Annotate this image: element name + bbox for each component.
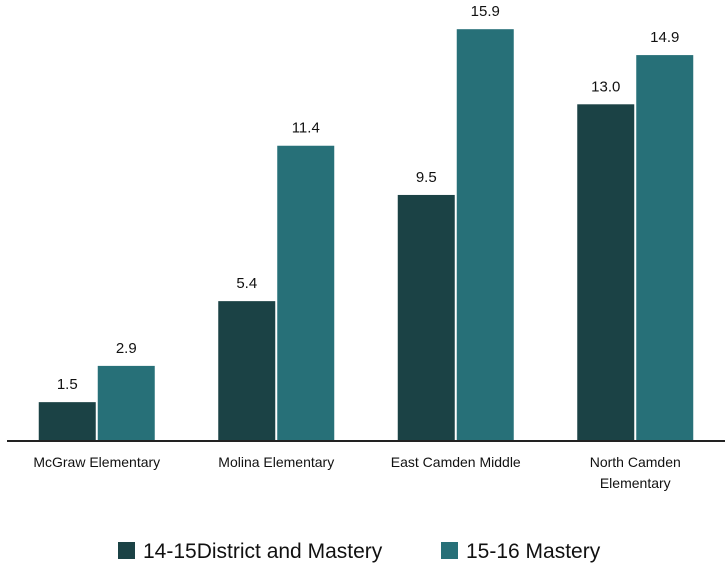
bar	[636, 55, 694, 442]
data-label: 14.9	[650, 29, 679, 46]
legend-label: 14-15District and Mastery	[143, 540, 383, 563]
data-label: 5.4	[236, 275, 257, 292]
data-label: 13.0	[591, 78, 620, 95]
data-label: 1.5	[57, 376, 78, 393]
bar	[277, 145, 335, 442]
bar	[397, 194, 455, 441]
bar	[456, 29, 514, 441]
x-tick-label: Elementary	[600, 475, 671, 491]
bar	[97, 365, 155, 441]
legend-swatch	[441, 542, 458, 559]
bar	[38, 402, 96, 441]
x-tick-label: Molina Elementary	[218, 454, 334, 470]
data-label: 9.5	[416, 169, 437, 186]
x-tick-label: North Camden	[590, 454, 681, 470]
data-label: 11.4	[292, 120, 320, 137]
bar	[218, 301, 276, 441]
x-tick-label: East Camden Middle	[391, 454, 521, 470]
data-label: 2.9	[116, 340, 137, 357]
legend-label: 15-16 Mastery	[466, 540, 601, 563]
x-tick-label: McGraw Elementary	[33, 454, 160, 470]
data-label: 15.9	[471, 3, 500, 20]
bar	[577, 104, 635, 442]
legend-swatch	[118, 542, 135, 559]
